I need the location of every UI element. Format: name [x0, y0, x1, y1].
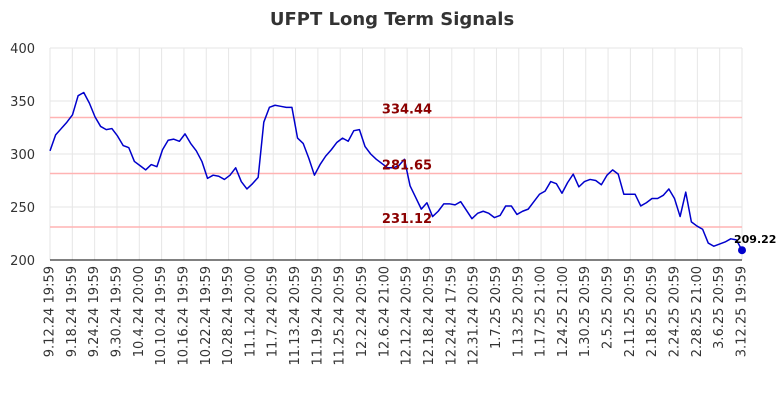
x-tick-label: 10.28.24 19:59 [221, 266, 236, 366]
x-tick-labels: 9.12.24 19:59 9.18.24 19:59 9.24.24 19:59 9… [43, 266, 750, 366]
x-tick-label: 2.24.25 20:59 [668, 266, 683, 357]
x-tick-label: 10.10.24 19:59 [154, 266, 169, 366]
price-line [49, 91, 743, 251]
y-tick-label: 300 [10, 148, 35, 163]
reference-line-label: 334.44 [382, 102, 432, 117]
x-tick-label: 11.7.24 20:59 [266, 266, 281, 357]
x-tick-label: 12.24.24 17:59 [444, 266, 459, 366]
x-tick-label: 2.5.25 20:59 [601, 266, 616, 349]
last-point-dot [738, 246, 746, 255]
x-tick-label: 3.12.25 19:59 [735, 266, 750, 357]
x-tick-label: 12.31.24 20:59 [467, 266, 482, 366]
x-tick-label: 10.16.24 19:59 [176, 266, 191, 366]
x-tick-label: 2.11.25 20:59 [623, 266, 638, 357]
last-point-marker: 209.22 [734, 233, 776, 255]
x-tick-label: 1.17.25 21:00 [534, 266, 549, 357]
reference-line-label: 281.65 [382, 158, 432, 173]
x-tick-label: 1.7.25 20:59 [489, 266, 504, 349]
x-tick-label: 11.19.24 20:59 [310, 266, 325, 366]
x-tick-label: 12.12.24 20:59 [400, 266, 415, 366]
series-layer [49, 91, 743, 251]
reference-labels: 334.44 281.65 231.12 [382, 102, 432, 227]
x-tick-label: 2.18.25 20:59 [645, 266, 660, 357]
x-tick-label: 3.6.25 20:59 [712, 266, 727, 349]
y-tick-labels: 200 250 300 350 400 [10, 42, 35, 269]
x-tick-label: 9.18.24 19:59 [65, 266, 80, 357]
x-tick-label: 12.6.24 21:00 [377, 266, 392, 357]
x-tick-label: 9.24.24 19:59 [87, 266, 102, 357]
x-tick-label: 11.25.24 20:59 [333, 266, 348, 366]
y-tick-label: 200 [10, 254, 35, 269]
x-tick-label: 10.4.24 20:00 [132, 266, 147, 357]
last-point-label: 209.22 [734, 233, 776, 246]
y-tick-label: 250 [10, 201, 35, 216]
x-tick-label: 1.24.25 21:00 [556, 266, 571, 357]
x-tick-label: 10.22.24 19:59 [199, 266, 214, 366]
x-tick-label: 12.18.24 20:59 [422, 266, 437, 366]
x-tick-label: 2.28.25 21:00 [690, 266, 705, 357]
x-tick-label: 9.30.24 19:59 [109, 266, 124, 357]
reference-line-label: 231.12 [382, 212, 432, 227]
x-tick-label: 1.13.25 20:59 [511, 266, 526, 357]
x-tick-label: 12.2.24 20:59 [355, 266, 370, 357]
chart-title: UFPT Long Term Signals [270, 9, 514, 30]
x-tick-label: 9.12.24 19:59 [43, 266, 58, 357]
x-tick-label: 11.1.24 20:00 [243, 266, 258, 357]
reference-lines [50, 116, 742, 228]
y-tick-label: 400 [10, 42, 35, 57]
x-tick-label: 11.13.24 20:59 [288, 266, 303, 366]
x-tick-label: 1.30.25 20:59 [578, 266, 593, 357]
y-tick-label: 350 [10, 95, 35, 110]
